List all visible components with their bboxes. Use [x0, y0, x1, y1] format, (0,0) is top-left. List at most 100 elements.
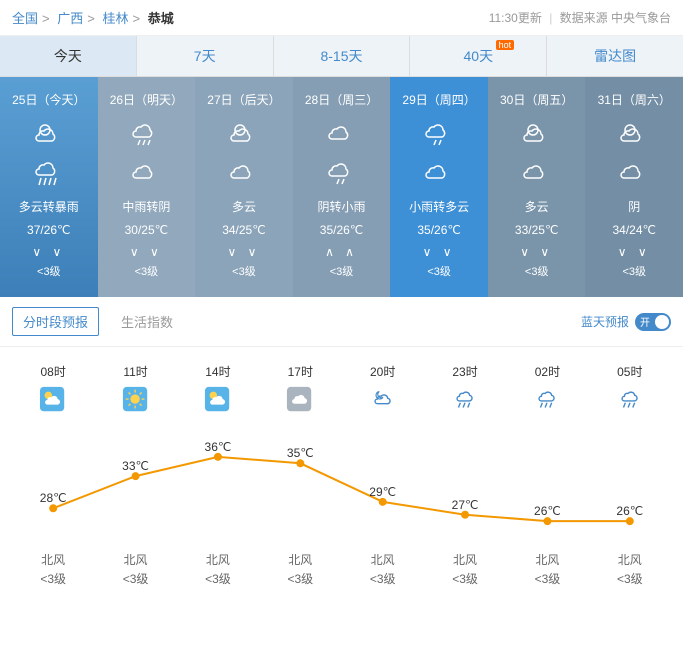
hour-weather-icon	[94, 386, 176, 417]
wind-level: <3级	[4, 263, 94, 279]
tab-3[interactable]: 40天hot	[410, 36, 547, 76]
wind-level: <3级	[94, 570, 176, 587]
crumb-province[interactable]: 广西	[57, 11, 83, 26]
day-card-2[interactable]: 27日（后天）多云34/25℃∨ ∨<3级	[195, 77, 293, 297]
tab-1[interactable]: 7天	[137, 36, 274, 76]
wind-level: <3级	[102, 263, 192, 279]
day-card-3[interactable]: 28日（周三）阴转小雨35/26℃∧ ∧<3级	[293, 77, 391, 297]
hour-temp-label: 27℃	[452, 498, 479, 512]
weather-night-icon	[589, 159, 679, 192]
hourly-forecast: 08时11时14时17时20时23时02时05时 28℃33℃36℃35℃29℃…	[0, 347, 683, 599]
day-date: 31日（周六）	[589, 91, 679, 108]
hour-weather-icon	[424, 386, 506, 417]
weather-condition: 阴转小雨	[297, 198, 387, 215]
blue-sky-toggle[interactable]: 开	[635, 313, 671, 331]
day-card-5[interactable]: 30日（周五）多云33/25℃∨ ∨<3级	[488, 77, 586, 297]
hour-temp-label: 26℃	[616, 504, 643, 518]
breadcrumb: 全国> 广西> 桂林> 恭城 11:30更新 | 数据来源 中央气象台	[0, 0, 683, 36]
subtab-hourly[interactable]: 分时段预报	[12, 307, 99, 336]
weather-day-icon	[4, 120, 94, 153]
day-card-6[interactable]: 31日（周六）阴34/24℃∨ ∨<3级	[585, 77, 683, 297]
hour-time: 17时	[259, 363, 341, 380]
weather-day-icon	[394, 120, 484, 153]
weather-condition: 小雨转多云	[394, 198, 484, 215]
hour-wind-5: 北风 <3级	[424, 551, 506, 587]
hour-weather-icon	[506, 386, 588, 417]
day-temp: 34/25℃	[199, 223, 289, 237]
day-temp: 37/26℃	[4, 223, 94, 237]
weather-day-icon	[297, 120, 387, 153]
hour-time: 02时	[506, 363, 588, 380]
hour-wind-7: 北风<3级	[589, 551, 671, 587]
hour-wind-6: 北风<3级	[506, 551, 588, 587]
wind-arrows: ∨ ∨	[394, 245, 484, 259]
subtab-life-index[interactable]: 生活指数	[111, 308, 183, 335]
tab-0[interactable]: 今天	[0, 36, 137, 76]
hour-weather-icon	[589, 386, 671, 417]
hour-wind-0: 北风 <3级	[12, 551, 94, 587]
hour-time: 14时	[177, 363, 259, 380]
wind-direction: 北风	[424, 551, 506, 568]
hour-col-0: 08时	[12, 363, 94, 423]
day-temp: 30/25℃	[102, 223, 192, 237]
hour-weather-icon	[12, 386, 94, 417]
crumb-city[interactable]: 桂林	[102, 11, 128, 26]
weather-night-icon	[394, 159, 484, 192]
wind-level: <3级	[589, 570, 671, 587]
weather-day-icon	[492, 120, 582, 153]
wind-direction: 北风	[12, 551, 94, 568]
hour-weather-icon	[177, 386, 259, 417]
day-date: 30日（周五）	[492, 91, 582, 108]
weather-condition: 多云	[199, 198, 289, 215]
hour-col-2: 14时	[177, 363, 259, 423]
day-temp: 35/26℃	[394, 223, 484, 237]
weather-night-icon	[102, 159, 192, 192]
hour-wind-4: 北风 <3级	[342, 551, 424, 587]
crumb-nation[interactable]: 全国	[12, 11, 38, 26]
hour-weather-icon	[342, 386, 424, 417]
weather-night-icon	[4, 159, 94, 192]
wind-level: <3级	[297, 263, 387, 279]
tab-4[interactable]: 雷达图	[547, 36, 683, 76]
hour-wind-3: 北风 <3级	[259, 551, 341, 587]
hour-weather-icon	[259, 386, 341, 417]
sub-tabs: 分时段预报 生活指数 蓝天预报 开	[0, 297, 683, 347]
hour-temp-label: 33℃	[122, 459, 149, 473]
day-date: 27日（后天）	[199, 91, 289, 108]
wind-level: <3级	[177, 570, 259, 587]
weather-condition: 多云转暴雨	[4, 198, 94, 215]
hour-col-3: 17时	[259, 363, 341, 423]
wind-direction: 北风	[342, 551, 424, 568]
day-card-0[interactable]: 25日（今天）多云转暴雨37/26℃∨ ∨<3级	[0, 77, 98, 297]
wind-level: <3级	[259, 570, 341, 587]
hour-time: 20时	[342, 363, 424, 380]
hour-col-4: 20时	[342, 363, 424, 423]
wind-direction: 北风	[259, 551, 341, 568]
wind-level: <3级	[12, 570, 94, 587]
weather-condition: 中雨转阴	[102, 198, 192, 215]
wind-level: <3级	[424, 570, 506, 587]
day-temp: 33/25℃	[492, 223, 582, 237]
hour-col-7: 05时	[589, 363, 671, 423]
hourly-temp-chart: 28℃33℃36℃35℃29℃27℃26℃26℃	[12, 429, 671, 549]
wind-arrows: ∨ ∨	[4, 245, 94, 259]
wind-arrows: ∨ ∨	[492, 245, 582, 259]
day-card-4[interactable]: 29日（周四）小雨转多云35/26℃∨ ∨<3级	[390, 77, 488, 297]
crumb-current: 恭城	[148, 11, 174, 26]
weather-condition: 阴	[589, 198, 679, 215]
range-tabs: 今天7天8-15天40天hot雷达图	[0, 36, 683, 77]
wind-direction: 北风	[94, 551, 176, 568]
tab-2[interactable]: 8-15天	[274, 36, 411, 76]
hour-time: 08时	[12, 363, 94, 380]
wind-level: <3级	[492, 263, 582, 279]
hour-col-6: 02时	[506, 363, 588, 423]
wind-level: <3级	[342, 570, 424, 587]
hour-temp-label: 35℃	[287, 446, 314, 460]
data-source: 数据来源 中央气象台	[560, 11, 671, 25]
hour-col-1: 11时	[94, 363, 176, 423]
update-time: 11:30更新	[489, 11, 542, 25]
day-card-1[interactable]: 26日（明天）中雨转阴30/25℃∨ ∨<3级	[98, 77, 196, 297]
hour-time: 11时	[94, 363, 176, 380]
wind-direction: 北风	[177, 551, 259, 568]
day-temp: 35/26℃	[297, 223, 387, 237]
